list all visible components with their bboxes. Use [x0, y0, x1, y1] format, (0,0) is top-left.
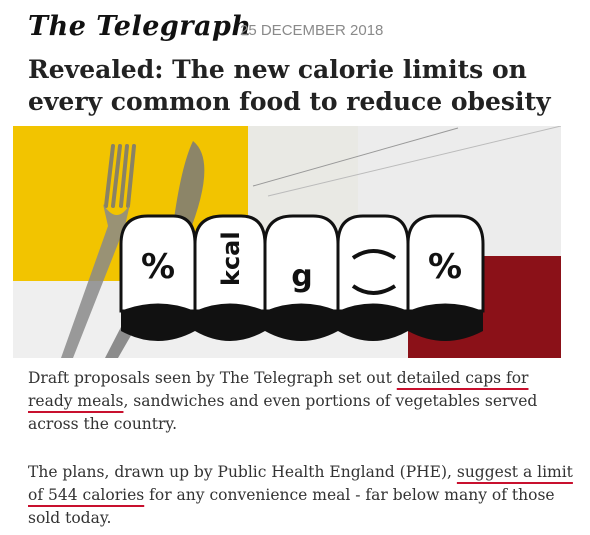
label-percent-left: % — [141, 247, 175, 287]
label-percent-right: % — [428, 247, 462, 287]
article-headline: Revealed: The new calorie limits on ever… — [28, 55, 551, 116]
paragraph-2: The plans, drawn up by Public Health Eng… — [28, 463, 573, 527]
paragraph-1: Draft proposals seen by The Telegraph se… — [28, 369, 538, 433]
link-suggest-limit[interactable]: suggest a limit of 544 calories — [28, 463, 573, 504]
telegraph-logo[interactable]: The Telegraph — [28, 10, 252, 42]
publish-date: 25 DECEMBER 2018 — [240, 22, 384, 39]
masthead: The Telegraph — [28, 6, 252, 46]
link-detailed-caps[interactable]: detailed caps for ready meals — [28, 369, 529, 410]
label-g: g — [291, 259, 312, 294]
hero-image: % kcal g % — [13, 126, 561, 358]
label-kcal: kcal — [217, 231, 245, 286]
